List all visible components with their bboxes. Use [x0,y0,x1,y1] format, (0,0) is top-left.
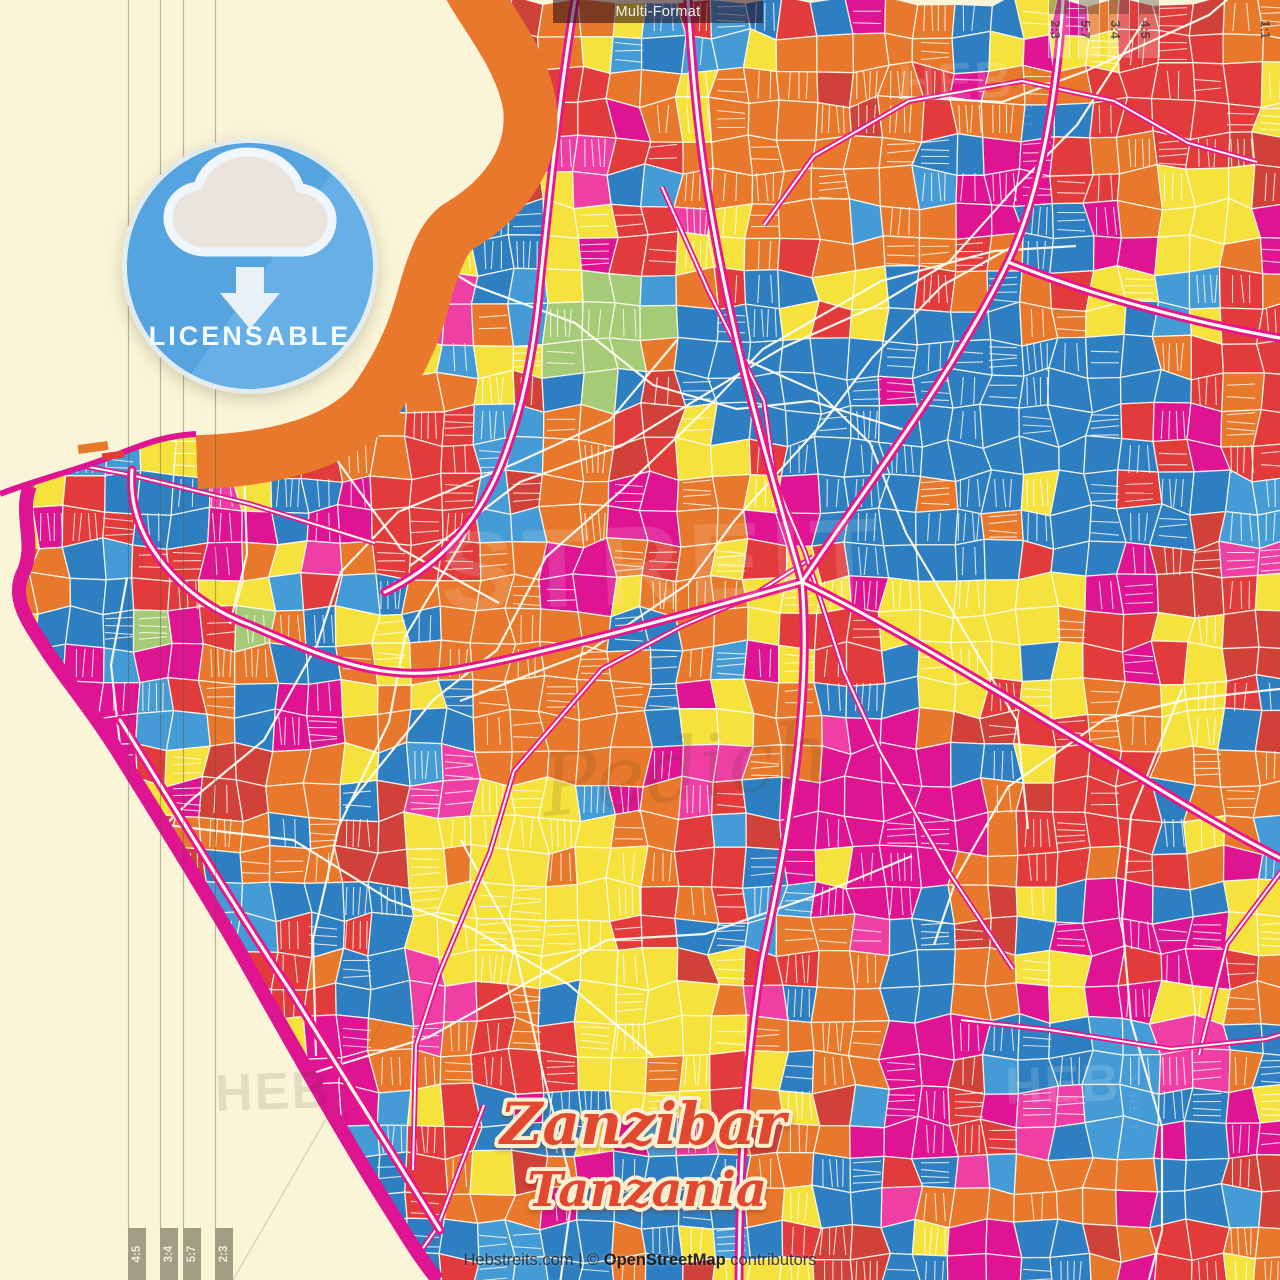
multi-format-label: Multi-Format [615,3,701,20]
aspect-ratio-strip [1108,0,1130,58]
attribution-osm: OpenStreetMap [603,1251,726,1269]
pier [77,440,109,455]
aspect-ratio-label-2-3: 2:3 [1047,20,1063,39]
licensable-badge[interactable]: LICENSABLE [122,138,378,394]
aspect-ratio-label-3-4: 3:4 [1107,20,1123,39]
major-roads [115,0,1280,1280]
attribution-source: Hebstreits.com [463,1251,574,1269]
aspect-ratio-strip [1048,0,1070,58]
aspect-ratio-stub [1139,0,1159,14]
attribution-separator: | [578,1251,583,1269]
aspect-ratio-stub [1049,0,1069,14]
map-country-title: Tanzania [527,1162,767,1218]
licensable-label: LICENSABLE [148,321,352,351]
aspect-ratio-bar: 5:7 [183,1228,201,1280]
aspect-ratio-stub [1079,0,1099,14]
aspect-ratio-strip [1078,0,1100,58]
aspect-ratio-label-4-5: 4:5 [1137,20,1153,39]
cloud-download-icon [163,147,337,329]
aspect-ratio-bar: 4:5 [128,1228,146,1280]
aspect-ratio-bar: 2:3 [215,1228,233,1280]
map-title: Zanzibar Tanzania [494,1086,794,1222]
aspect-ratio-bar: 3:4 [160,1228,178,1280]
aspect-ratio-label-1-1: 1:1 [1257,20,1273,39]
copyright-symbol: © [587,1251,600,1269]
pier [101,450,125,461]
attribution-suffix: contributors [730,1251,817,1269]
aspect-ratio-label-5-7: 5:7 [1077,20,1093,39]
multi-format-bar: Multi-Format [553,0,763,23]
attribution: Hebstreits.com | © OpenStreetMap contrib… [0,1251,1280,1270]
map-city-title: Zanzibar [498,1090,790,1158]
aspect-ratio-stub [1109,0,1129,14]
aspect-ratio-strip [1138,0,1160,58]
